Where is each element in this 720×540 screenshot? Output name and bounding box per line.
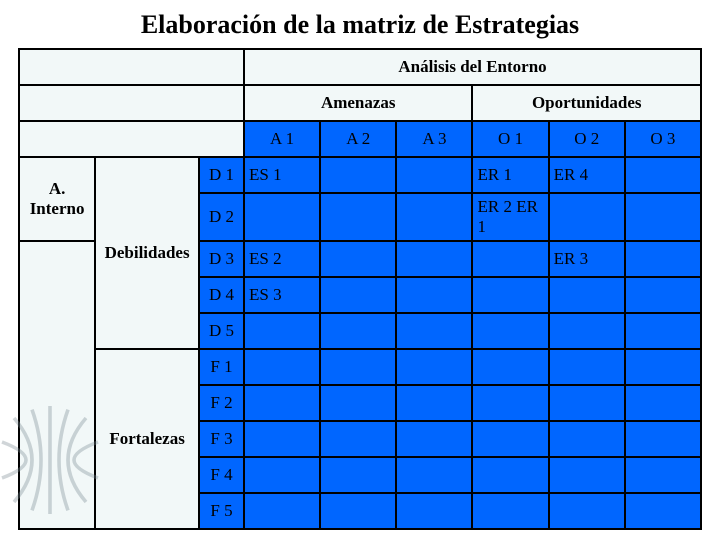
row-d3: D 3	[199, 241, 244, 277]
cell-d1-a3	[396, 157, 472, 193]
cell-f4-a2	[320, 457, 396, 493]
cell-f3-a3	[396, 421, 472, 457]
cell-f5-a2	[320, 493, 396, 529]
header-entorno: Análisis del Entorno	[244, 49, 701, 85]
row-d2: D 2	[199, 193, 244, 241]
cell-d3-o3	[625, 241, 701, 277]
col-a2: A 2	[320, 121, 396, 157]
cell-d1-o3	[625, 157, 701, 193]
cell-d4-a2	[320, 277, 396, 313]
col-o3: O 3	[625, 121, 701, 157]
cell-d1-a2	[320, 157, 396, 193]
cell-d3-a2	[320, 241, 396, 277]
cell-f5-o1	[472, 493, 548, 529]
cell-d2-a1	[244, 193, 320, 241]
cell-d1-a1: ES 1	[244, 157, 320, 193]
row-d5: D 5	[199, 313, 244, 349]
cell-f4-a1	[244, 457, 320, 493]
header-interno: A. Interno	[19, 157, 95, 241]
cell-d4-a3	[396, 277, 472, 313]
cell-d5-a2	[320, 313, 396, 349]
header-amenazas: Amenazas	[244, 85, 472, 121]
row-f4: F 4	[199, 457, 244, 493]
side-blank	[19, 241, 95, 529]
cell-f1-o1	[472, 349, 548, 385]
corner-blank	[19, 49, 244, 85]
cell-f1-a3	[396, 349, 472, 385]
strategy-matrix: Análisis del Entorno Amenazas Oportunida…	[18, 48, 702, 530]
header-oportunidades: Oportunidades	[472, 85, 701, 121]
cell-d2-o2	[549, 193, 625, 241]
cell-d5-a3	[396, 313, 472, 349]
cell-f5-a1	[244, 493, 320, 529]
col-o1: O 1	[472, 121, 548, 157]
cell-f3-a1	[244, 421, 320, 457]
cell-f1-a1	[244, 349, 320, 385]
cell-f1-o3	[625, 349, 701, 385]
cell-d4-o2	[549, 277, 625, 313]
row-f3: F 3	[199, 421, 244, 457]
cell-f2-a3	[396, 385, 472, 421]
cell-f3-o3	[625, 421, 701, 457]
cell-d4-o1	[472, 277, 548, 313]
cell-d3-a1: ES 2	[244, 241, 320, 277]
cell-d2-o1: ER 2 ER 1	[472, 193, 548, 241]
header-debilidades: Debilidades	[95, 157, 199, 349]
cell-f1-o2	[549, 349, 625, 385]
cell-d3-o1	[472, 241, 548, 277]
cell-f2-o3	[625, 385, 701, 421]
row-f5: F 5	[199, 493, 244, 529]
cell-f5-a3	[396, 493, 472, 529]
cell-f2-a1	[244, 385, 320, 421]
cell-f4-a3	[396, 457, 472, 493]
header-fortalezas: Fortalezas	[95, 349, 199, 529]
cell-f2-o2	[549, 385, 625, 421]
corner-blank-2	[19, 85, 244, 121]
cell-d1-o1: ER 1	[472, 157, 548, 193]
cell-d4-a1: ES 3	[244, 277, 320, 313]
matrix-table: Análisis del Entorno Amenazas Oportunida…	[18, 48, 702, 530]
col-a1: A 1	[244, 121, 320, 157]
cell-f5-o2	[549, 493, 625, 529]
cell-f4-o3	[625, 457, 701, 493]
cell-d5-o2	[549, 313, 625, 349]
cell-f3-o2	[549, 421, 625, 457]
cell-f2-o1	[472, 385, 548, 421]
cell-d5-a1	[244, 313, 320, 349]
cell-f5-o3	[625, 493, 701, 529]
cell-d3-o2: ER 3	[549, 241, 625, 277]
corner-blank-3	[19, 121, 244, 157]
row-f1: F 1	[199, 349, 244, 385]
cell-d4-o3	[625, 277, 701, 313]
row-d4: D 4	[199, 277, 244, 313]
cell-d1-o2: ER 4	[549, 157, 625, 193]
cell-f3-o1	[472, 421, 548, 457]
col-a3: A 3	[396, 121, 472, 157]
cell-d2-o3	[625, 193, 701, 241]
cell-f4-o2	[549, 457, 625, 493]
cell-d5-o1	[472, 313, 548, 349]
cell-d5-o3	[625, 313, 701, 349]
row-d1: D 1	[199, 157, 244, 193]
cell-d3-a3	[396, 241, 472, 277]
page-title: Elaboración de la matriz de Estrategias	[0, 0, 720, 48]
cell-f2-a2	[320, 385, 396, 421]
row-f2: F 2	[199, 385, 244, 421]
cell-f3-a2	[320, 421, 396, 457]
cell-f1-a2	[320, 349, 396, 385]
col-o2: O 2	[549, 121, 625, 157]
cell-d2-a2	[320, 193, 396, 241]
cell-d2-a3	[396, 193, 472, 241]
cell-f4-o1	[472, 457, 548, 493]
